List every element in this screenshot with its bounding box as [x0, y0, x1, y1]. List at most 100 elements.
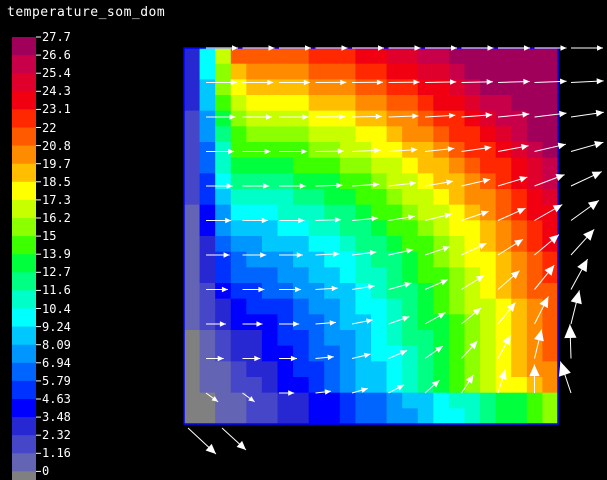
field-cell: [199, 330, 216, 347]
field-cell: [495, 48, 512, 65]
field-cell: [339, 110, 357, 127]
field-cell: [261, 298, 279, 315]
vector-head: [506, 302, 516, 312]
field-cell: [526, 204, 544, 221]
vector-head: [223, 252, 230, 258]
vector-head: [299, 183, 306, 189]
colorbar-tick-label: 19.7: [42, 156, 71, 171]
field-cell: [542, 330, 559, 347]
field-cell: [199, 251, 216, 268]
field-cell: [355, 392, 372, 409]
field-cell: [339, 345, 357, 362]
field-cell: [277, 408, 294, 425]
field-cell: [184, 283, 201, 300]
vector-head: [374, 147, 381, 154]
field-cell: [199, 48, 216, 65]
field-cell: [511, 63, 528, 80]
field-cell: [324, 330, 341, 347]
field-cell: [526, 142, 544, 159]
vector-head: [254, 355, 261, 362]
field-cell: [433, 220, 450, 237]
vector-head: [327, 354, 334, 361]
field-cell: [402, 220, 419, 237]
field-cell: [417, 392, 434, 409]
field-cell: [448, 267, 466, 284]
field-cell: [230, 377, 247, 394]
field-cell: [495, 204, 512, 221]
field-cell: [215, 142, 232, 159]
colorbar-swatch: [12, 471, 36, 480]
color-legend: 27.7 26.6 25.4 24.3 23.1 22 20.8 19.7 18.5 17.3 16…: [0, 0, 90, 480]
vector-head: [404, 282, 412, 288]
field-cell: [526, 48, 544, 65]
field-cell: [308, 361, 325, 378]
field-cell: [339, 408, 357, 425]
field-cell: [215, 189, 232, 206]
field-cell: [433, 267, 450, 284]
field-cell: [371, 283, 388, 300]
field-cell: [417, 267, 434, 284]
field-cell: [293, 408, 310, 425]
vector-head: [478, 243, 487, 250]
field-cell: [246, 377, 263, 394]
field-cell: [184, 157, 201, 174]
field-cell: [261, 345, 279, 362]
field-cell: [526, 126, 544, 143]
field-cell: [261, 48, 279, 65]
field-cell: [293, 251, 310, 268]
vector-head: [366, 318, 373, 324]
field-cell: [293, 48, 310, 65]
field-cell: [402, 377, 419, 394]
field-cell: [261, 110, 279, 127]
field-cell: [386, 142, 403, 159]
field-cell: [542, 220, 559, 237]
field-cell: [184, 298, 201, 315]
field-cell: [371, 408, 388, 425]
field-cell: [464, 79, 481, 96]
field-cell: [339, 48, 357, 65]
field-cell: [386, 236, 403, 253]
field-cell: [355, 126, 372, 143]
field-cell: [448, 95, 466, 112]
vector-head: [228, 148, 235, 155]
field-cell: [542, 95, 559, 112]
field-cell: [246, 314, 263, 331]
field-cell: [339, 314, 357, 331]
field-cell: [402, 63, 419, 80]
field-cell: [339, 236, 357, 253]
field-cell: [308, 126, 325, 143]
field-cell: [293, 157, 310, 174]
colorbar-swatch: [12, 254, 36, 273]
field-cell: [526, 110, 544, 127]
field-cell: [526, 408, 544, 425]
field-cell: [417, 361, 434, 378]
field-cell: [339, 377, 357, 394]
field-cell: [308, 110, 325, 127]
colorbar-tick-label: 16.2: [42, 211, 71, 225]
field-cell: [526, 79, 544, 96]
field-cell: [230, 220, 247, 237]
field-cell: [261, 392, 279, 409]
vector-head: [442, 246, 450, 252]
field-cell: [386, 330, 403, 347]
field-cell: [386, 251, 403, 268]
field-cell: [324, 142, 341, 159]
field-cell: [495, 283, 512, 300]
field-cell: [542, 173, 559, 190]
field-cell: [511, 189, 528, 206]
field-cell: [480, 345, 497, 362]
vector-head: [555, 174, 565, 181]
vector-head: [577, 259, 588, 273]
colorbar-tick-label: 17.3: [42, 192, 71, 207]
field-cell: [386, 298, 403, 315]
field-cell: [261, 63, 279, 80]
field-cell: [480, 408, 497, 425]
field-cell: [448, 157, 466, 174]
field-cell: [261, 267, 279, 284]
vector-head: [334, 217, 342, 223]
field-cell: [511, 251, 528, 268]
field-cell: [277, 204, 294, 221]
field-cell: [355, 79, 372, 96]
field-cell: [261, 220, 279, 237]
field-cell: [308, 204, 325, 221]
